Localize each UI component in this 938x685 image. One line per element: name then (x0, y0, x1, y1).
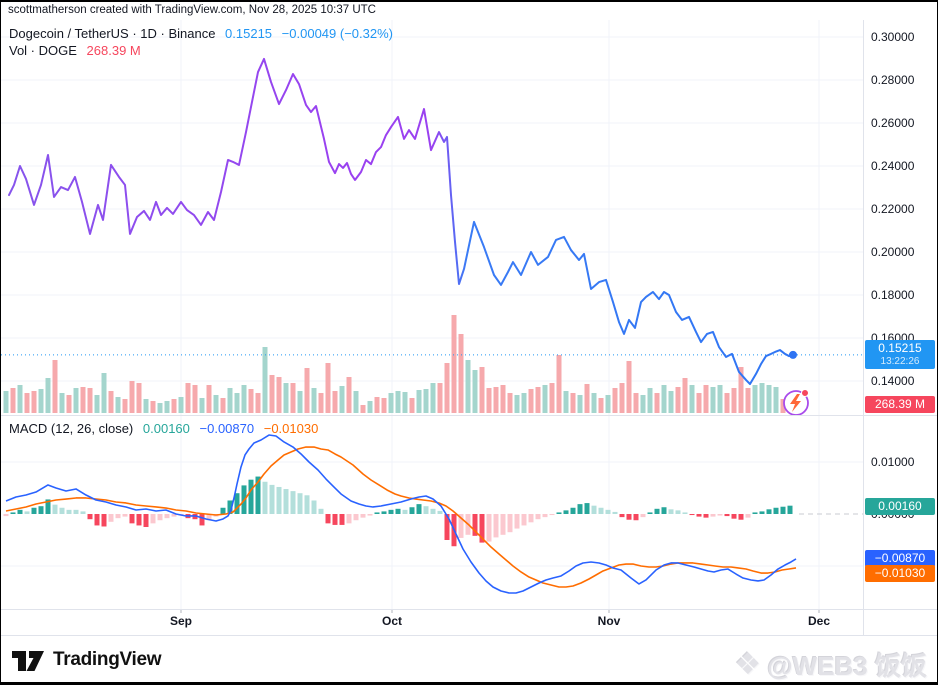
volume-value: 268.39 M (86, 43, 141, 58)
macd-line-value: −0.00870 (199, 421, 255, 436)
macd-hist-value: 0.00160 (142, 421, 190, 436)
footer-separator (1, 635, 937, 636)
price-axis-label: 0.24000 (871, 159, 915, 173)
price-axis-label: 0.26000 (871, 116, 915, 130)
price-change-value: −0.00049 (−0.32%) (281, 26, 393, 41)
price-axis-label: 0.14000 (871, 374, 915, 388)
macd-axis-label: 0.01000 (871, 455, 915, 469)
macd-legend[interactable]: MACD (12, 26, close) 0.00160 −0.00870 −0… (9, 421, 324, 436)
macd-signal-badge: −0.01030 (865, 565, 935, 582)
notification-dot (801, 389, 809, 397)
price-scale-separator (863, 20, 864, 636)
last-price-badge-value: 0.15215 (878, 341, 922, 355)
volume-label[interactable]: Vol · DOGE (9, 43, 77, 58)
bar-countdown: 13:22:26 (880, 356, 920, 367)
last-price-value: 0.15215 (225, 26, 273, 41)
price-axis-label: 0.20000 (871, 245, 915, 259)
macd-signal-value: −0.01030 (263, 421, 319, 436)
volume-bars (3, 315, 793, 413)
tradingview-logo-icon (12, 651, 44, 671)
tradingview-logo[interactable]: TradingView (11, 646, 162, 674)
time-axis-label-oct: Oct (381, 614, 403, 628)
price-line-series (1, 57, 863, 386)
macd-line-badge: −0.00870 (865, 550, 935, 567)
symbol-title[interactable]: Dogecoin / TetherUS · 1D · Binance (9, 26, 216, 41)
price-axis-label: 0.28000 (871, 73, 915, 87)
price-axis-label: 0.18000 (871, 288, 915, 302)
tradingview-logo-text: TradingView (53, 649, 162, 670)
macd-line (5, 434, 797, 594)
lightning-bolt-icon (790, 394, 801, 412)
price-line (8, 57, 794, 386)
flash-event-icon[interactable] (783, 389, 809, 416)
macd-hist-badge: 0.00160 (865, 498, 935, 515)
price-axis-label: 0.22000 (871, 202, 915, 216)
price-axis-label: 0.30000 (871, 30, 915, 44)
time-axis-label-dec: Dec (807, 614, 831, 628)
attribution-bar: scottmatherson created with TradingView.… (8, 4, 376, 16)
grid-lines (1, 20, 863, 613)
macd-histogram (3, 476, 793, 547)
time-axis-label-sep: Sep (169, 614, 193, 628)
diamond-logo-icon: ❖ (734, 648, 762, 681)
indicator-lines (5, 434, 797, 594)
volume-legend[interactable]: Vol · DOGE 268.39 M (9, 43, 147, 58)
price-end-dot (789, 350, 797, 359)
last-price-badge: 0.15215 13:22:26 (865, 340, 935, 369)
watermark: ❖ @WEB3 饭饭 (734, 646, 927, 682)
volume-badge: 268.39 M (865, 396, 935, 413)
symbol-legend[interactable]: Dogecoin / TetherUS · 1D · Binance 0.152… (9, 26, 399, 41)
time-axis-label-nov: Nov (597, 614, 621, 628)
macd-label[interactable]: MACD (12, 26, close) (9, 421, 134, 436)
pane-separator-volume-macd[interactable] (1, 415, 937, 416)
watermark-text: @WEB3 饭饭 (767, 651, 927, 681)
pane-separator-time-axis (1, 609, 937, 610)
